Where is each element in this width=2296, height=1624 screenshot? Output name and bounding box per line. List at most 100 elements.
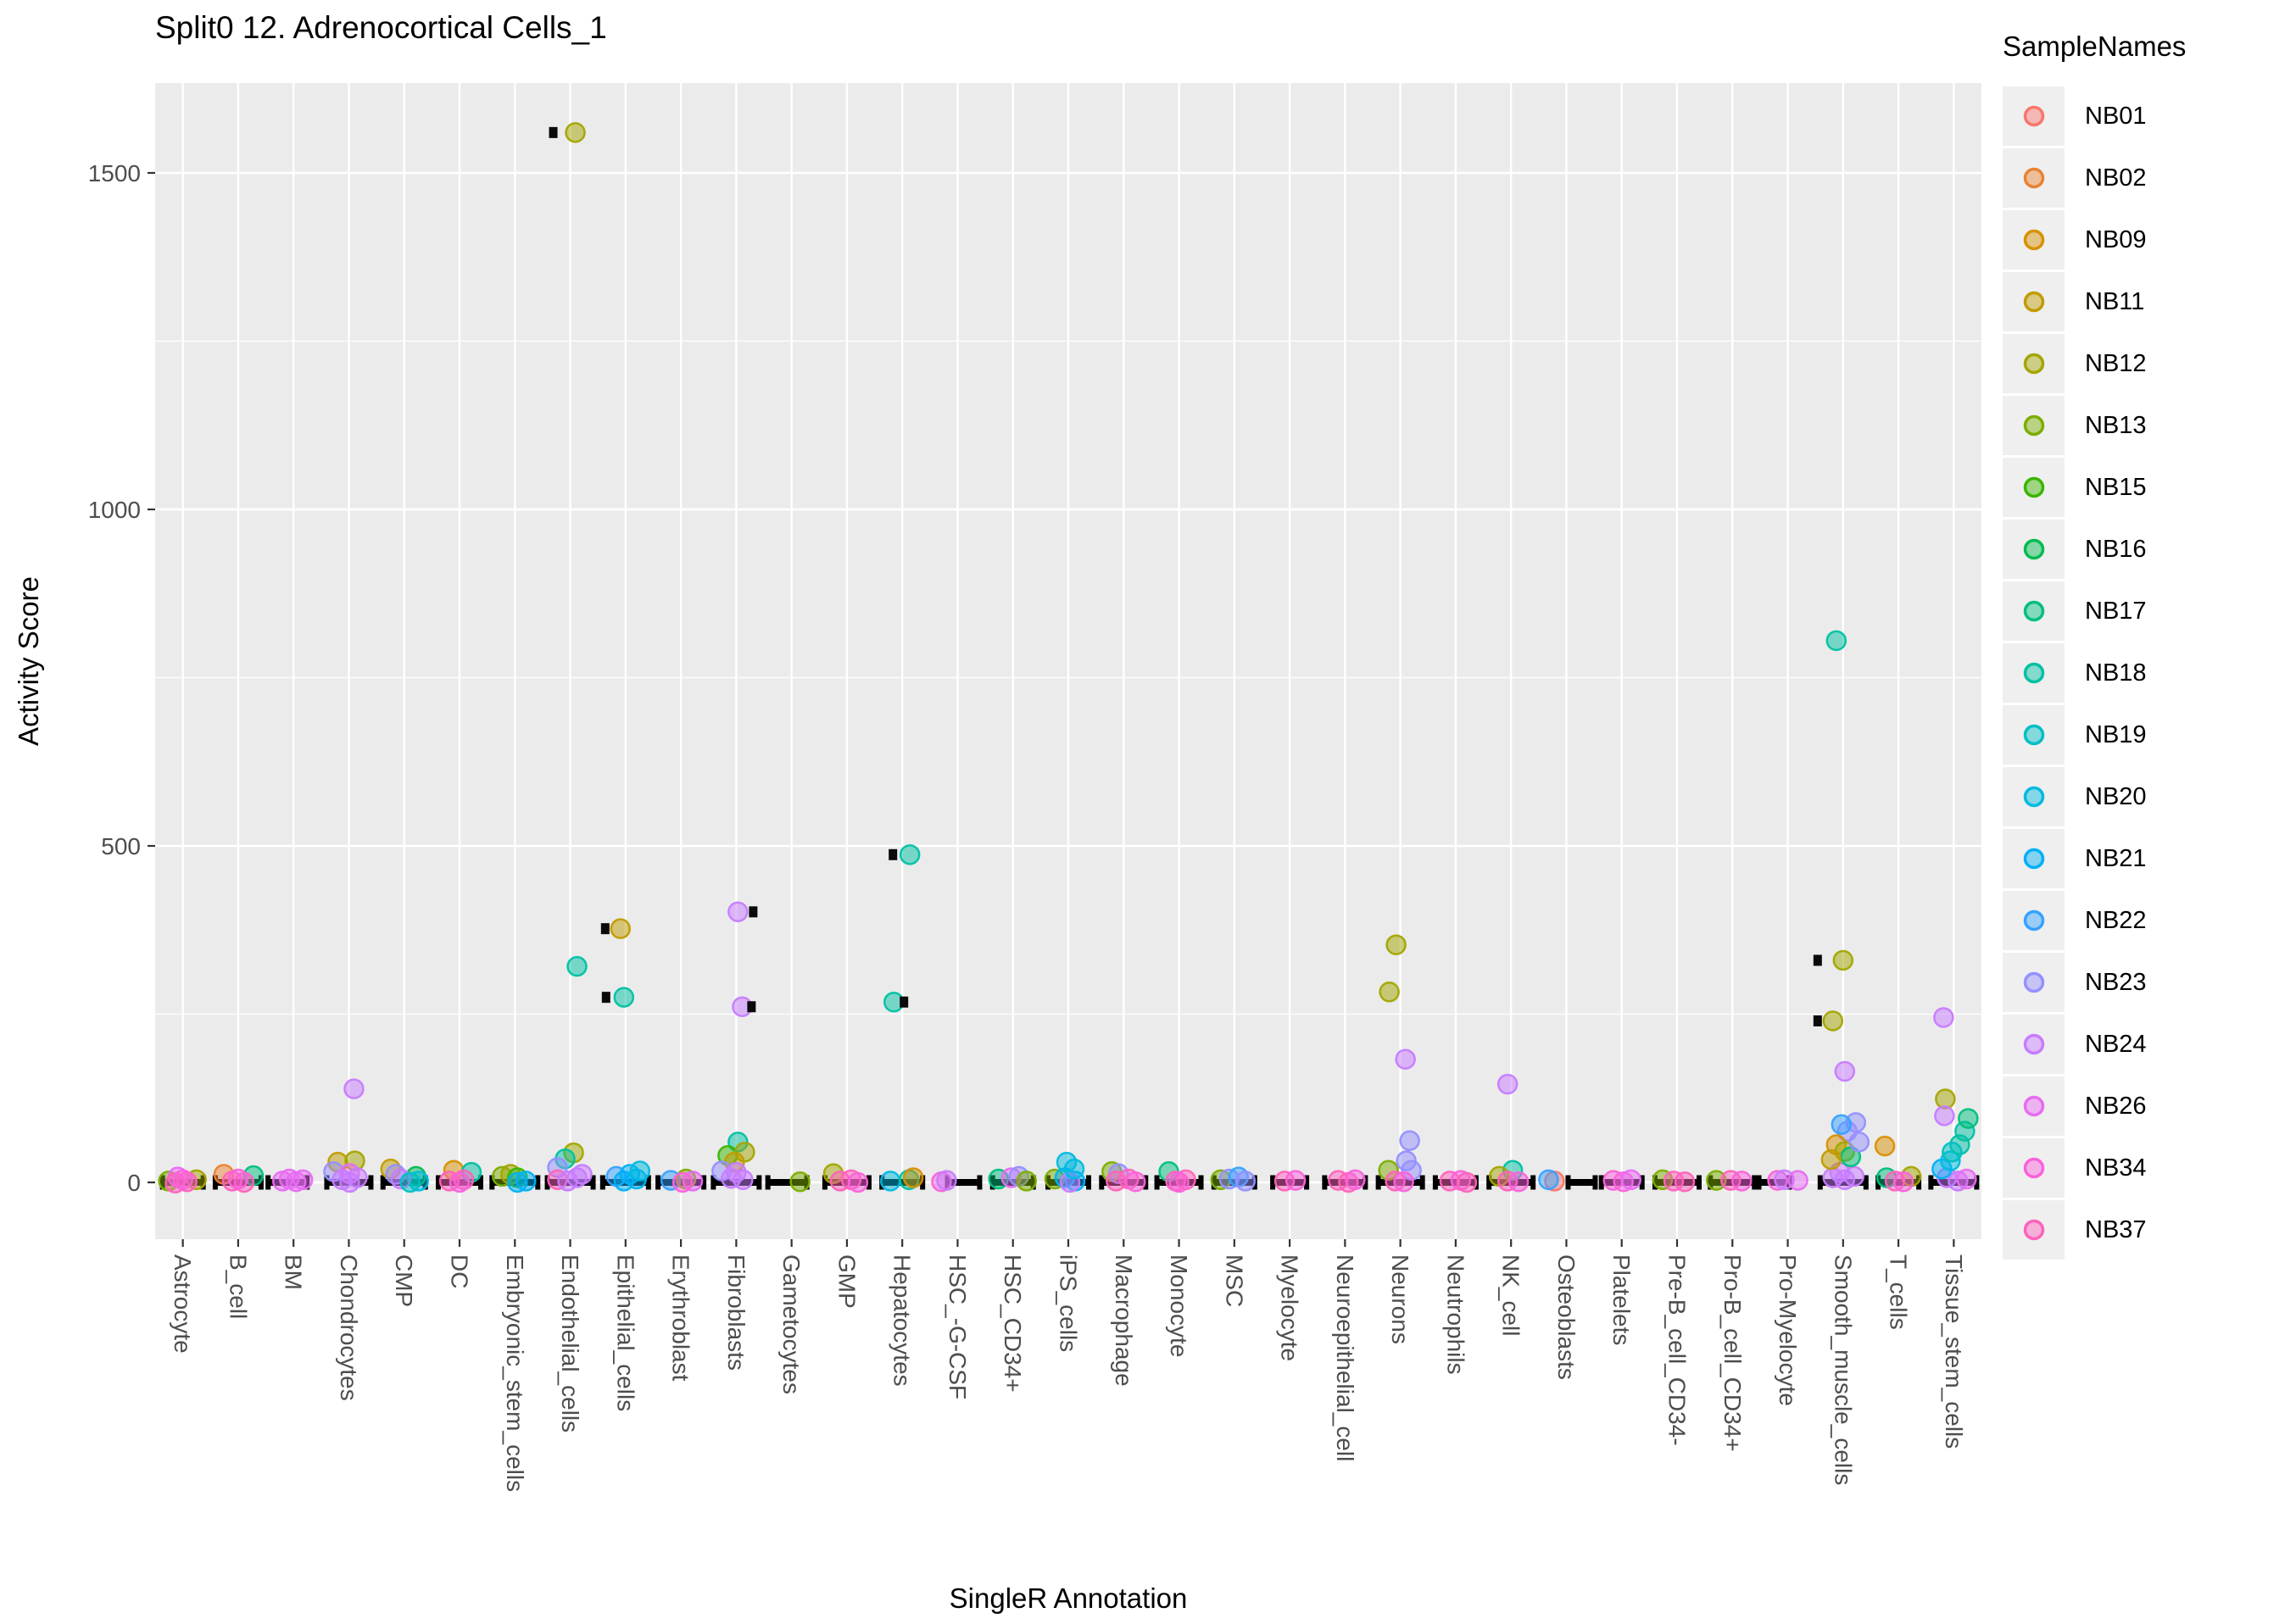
legend-key (2003, 1200, 2065, 1260)
y-tick-label: 0 (127, 1170, 141, 1196)
x-tick-label: Macrophage (1111, 1254, 1137, 1387)
boxplot-bar (767, 1179, 807, 1186)
legend-key (2003, 705, 2065, 765)
outlier-point (1385, 934, 1407, 955)
legend-item-label: NB37 (2085, 1215, 2147, 1243)
outlier-point (1822, 1010, 1844, 1032)
boxplot-cap (756, 1175, 762, 1190)
y-tick-label: 1000 (88, 497, 141, 523)
legend-key (2003, 953, 2065, 1012)
boxplot-cap (822, 1175, 828, 1190)
legend-key (2003, 396, 2065, 455)
boxplot-cap (380, 1175, 386, 1190)
outlier-point (566, 955, 588, 977)
x-tick-label: T_cells (1886, 1254, 1912, 1330)
x-tick-label: Tissue_stem_cells (1941, 1254, 1967, 1449)
boxplot-cap (1565, 1175, 1571, 1190)
outlier-point (343, 1078, 365, 1099)
outlier-square (889, 848, 898, 860)
legend-key (2003, 767, 2065, 826)
boxplot-cap (1419, 1175, 1425, 1190)
x-tick-label: Pro-Myelocyte (1775, 1254, 1801, 1406)
x-tick-label: Gametocytes (778, 1254, 805, 1394)
data-point (1831, 1114, 1853, 1135)
legend-key (2003, 148, 2065, 208)
outlier-point (610, 918, 632, 939)
x-tick-label: iPS_cells (1056, 1254, 1082, 1352)
outlier-square (1813, 954, 1822, 966)
boxplot-cap (1817, 1175, 1823, 1190)
boxplot-cap (1154, 1175, 1160, 1190)
data-point (449, 1171, 471, 1193)
legend-swatch-circle (2023, 414, 2044, 437)
legend-swatch-circle (2023, 662, 2044, 684)
legend-key (2003, 1138, 2065, 1198)
outlier-point (1934, 1105, 1955, 1126)
data-point (1874, 1135, 1896, 1157)
outlier-square (749, 906, 758, 918)
outlier-point (1825, 630, 1847, 652)
boxplot-cap (701, 1175, 707, 1190)
boxplot-bar (1568, 1179, 1596, 1186)
legend-swatch-circle (2023, 1033, 2044, 1055)
boxplot-cap (765, 1175, 771, 1190)
x-tick-label: Embryonic_stem_cells (502, 1254, 528, 1492)
boxplot-cap (1322, 1175, 1328, 1190)
outlier-square (601, 992, 610, 1004)
legend-item-label: NB17 (2085, 597, 2147, 625)
x-tick-label: BM (281, 1254, 307, 1290)
data-point (1285, 1170, 1307, 1191)
x-tick-label: DC (447, 1254, 473, 1288)
boxplot-cap (1086, 1175, 1091, 1190)
x-tick-label: Neutrophils (1442, 1254, 1468, 1375)
data-point (227, 1168, 249, 1190)
legend-item: NB09 (2003, 210, 2186, 270)
legend-item: NB01 (2003, 86, 2186, 146)
boxplot-cap (1697, 1175, 1702, 1190)
y-tick-label: 500 (101, 833, 141, 859)
outlier-point (1834, 1060, 1856, 1082)
boxplot-cap (1486, 1175, 1492, 1190)
data-point (1620, 1169, 1641, 1191)
data-point (1125, 1171, 1146, 1193)
x-tick-label: Endothelial_cells (557, 1254, 583, 1432)
data-point (1456, 1171, 1478, 1193)
legend-key (2003, 1076, 2065, 1136)
data-point (672, 1171, 694, 1193)
x-tick-label: Smooth_muscle_cells (1830, 1254, 1856, 1485)
legend-swatch-circle (2023, 291, 2044, 313)
legend-item: NB12 (2003, 334, 2186, 393)
x-tick-label: HSC_-G-CSF (945, 1254, 971, 1399)
data-point (1892, 1171, 1914, 1193)
outlier-point (613, 987, 635, 1008)
boxplot-bar (947, 1179, 980, 1186)
data-point (1942, 1142, 1963, 1163)
data-point (847, 1171, 869, 1193)
boxplot-cap (1863, 1175, 1869, 1190)
data-point (1393, 1171, 1414, 1193)
legend-key (2003, 643, 2065, 703)
boxplot-cap (866, 1175, 872, 1190)
outlier-point (1832, 949, 1854, 971)
x-tick-label: Hepatocytes (889, 1254, 916, 1387)
legend-item-label: NB20 (2085, 782, 2147, 810)
boxplot-cap (436, 1175, 441, 1190)
x-tick-label: Pre-B_cell_CD34- (1664, 1254, 1691, 1446)
legend-key (2003, 1015, 2065, 1074)
legend-swatch-circle (2023, 476, 2044, 498)
data-point (1820, 1148, 1842, 1171)
data-point (1538, 1169, 1559, 1191)
boxplot-cap (368, 1175, 374, 1190)
data-point (789, 1171, 811, 1193)
legend-swatch-circle (2023, 105, 2044, 127)
data-point (1674, 1171, 1696, 1193)
data-point (1345, 1169, 1366, 1191)
legend-item-label: NB24 (2085, 1030, 2147, 1058)
legend-key (2003, 210, 2065, 270)
data-point (1956, 1168, 1977, 1190)
legend-item: NB15 (2003, 458, 2186, 517)
boxplot-cap (1304, 1175, 1310, 1190)
boxplot-cap (1530, 1175, 1536, 1190)
outlier-point (565, 122, 586, 143)
legend-item-label: NB15 (2085, 473, 2147, 501)
